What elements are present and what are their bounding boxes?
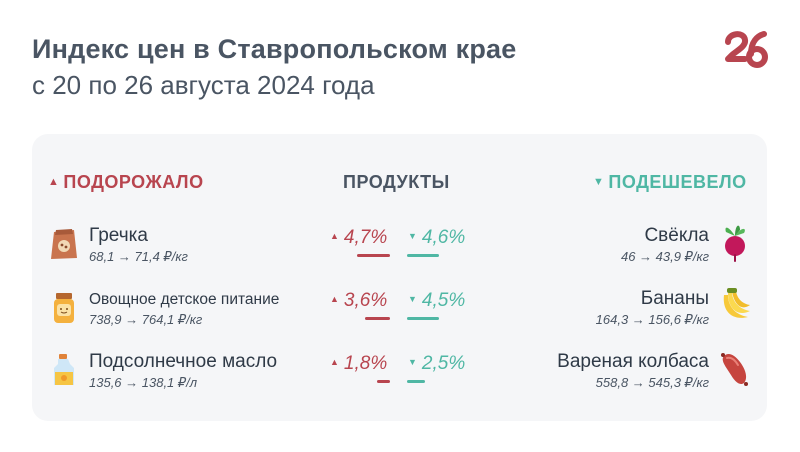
baby-food-jar-icon (54, 293, 74, 323)
oil-bottle-icon (54, 354, 74, 385)
product-name-increased: Гречка (89, 225, 148, 246)
product-name-increased: Овощное детское питание (89, 291, 280, 308)
header-products: ПРОДУКТЫ (343, 172, 450, 192)
product-price-decreased: 164,3 → 156,6 ₽/кг (595, 312, 709, 327)
page-title: Индекс цен в Ставропольском крае (32, 34, 517, 64)
decrease-bar (407, 254, 440, 257)
triangle-up-icon: ▲ (330, 357, 339, 367)
product-price-decreased: 46 → 43,9 ₽/кг (620, 249, 709, 264)
percent-increase: ▲ 1,8% (330, 353, 388, 374)
page-subtitle: с 20 по 26 августа 2024 года (32, 70, 375, 100)
beet-icon (725, 225, 745, 262)
percent-decrease: ▼ 4,5% (408, 290, 466, 311)
logo-26-icon (725, 31, 768, 68)
product-name-decreased: Свёкла (644, 225, 709, 246)
triangle-up-icon: ▲ (48, 176, 60, 188)
triangle-down-icon: ▼ (408, 231, 417, 241)
sausage-icon (721, 353, 748, 386)
percent-decrease: ▼ 4,6% (408, 227, 466, 248)
header-decreased: ▼ ПОДЕШЕВЕЛО (593, 172, 747, 192)
product-name-decreased: Бананы (640, 288, 709, 309)
price-row: Овощное детское питание 738,9 → 764,1 ₽/… (0, 285, 800, 341)
percent-increase: ▲ 4,7% (330, 227, 388, 248)
product-price-decreased: 558,8 → 545,3 ₽/кг (595, 375, 709, 390)
price-panel (32, 134, 767, 421)
product-name-decreased: Вареная колбаса (557, 351, 709, 372)
product-name-increased: Подсолнечное масло (89, 351, 278, 372)
banana-icon (723, 288, 750, 318)
product-price-increased: 738,9 → 764,1 ₽/кг (89, 312, 203, 327)
percent-decrease: ▼ 2,5% (408, 353, 466, 374)
product-price-increased: 68,1 → 71,4 ₽/кг (89, 249, 188, 264)
triangle-down-icon: ▼ (593, 176, 605, 188)
triangle-up-icon: ▲ (330, 231, 339, 241)
decrease-bar (407, 380, 425, 383)
increase-bar (364, 317, 390, 320)
increase-bar (377, 380, 390, 383)
triangle-down-icon: ▼ (408, 294, 417, 304)
buckwheat-bag-icon (51, 229, 77, 259)
decrease-bar (407, 317, 439, 320)
increase-bar (357, 254, 390, 257)
price-row: Гречка 68,1 → 71,4 ₽/кг ▲ 4,7% ▼ 4,6% Свёк… (0, 222, 800, 278)
triangle-up-icon: ▲ (330, 294, 339, 304)
percent-increase: ▲ 3,6% (330, 290, 388, 311)
price-row: Подсолнечное масло 135,6 → 138,1 ₽/л ▲ 1,… (0, 348, 800, 404)
header-increased: ▲ ПОДОРОЖАЛО (48, 172, 204, 192)
product-price-increased: 135,6 → 138,1 ₽/л (89, 375, 198, 390)
triangle-down-icon: ▼ (408, 357, 417, 367)
